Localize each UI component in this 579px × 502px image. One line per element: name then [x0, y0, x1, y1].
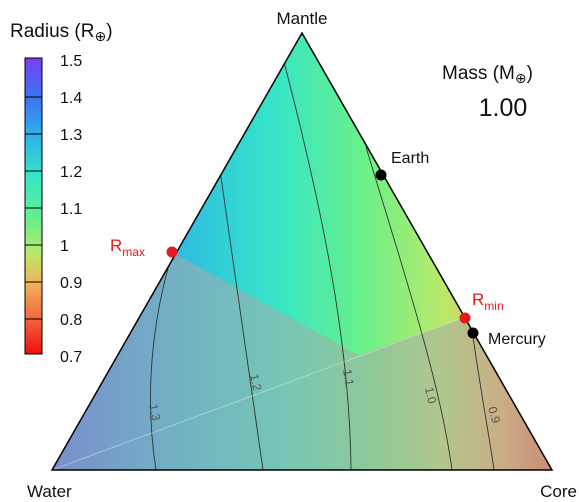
contour-label-1.2: 1.2	[247, 373, 264, 393]
colorbar-tick-label: 1.3	[60, 127, 82, 144]
point-rmax	[166, 246, 178, 258]
contour-label-1.3: 1.3	[146, 403, 163, 423]
colorbar-title: Radius (R⊕)	[10, 21, 113, 44]
shaded-region	[52, 252, 552, 470]
mass-value: 1.00	[479, 94, 528, 122]
vertex-label-water: Water	[27, 482, 72, 501]
contour-label-1.0: 1.0	[422, 386, 439, 406]
mass-label: Mass (M⊕)	[442, 63, 533, 86]
colorbar-ticks: 1.5 1.4 1.3 1.2 1.1 1 0.9 0.8 0.7	[25, 53, 82, 366]
vertex-label-mantle: Mantle	[276, 9, 327, 28]
contour-label-0.9: 0.9	[485, 405, 503, 425]
point-earth	[375, 169, 387, 181]
contour-line-1.2	[219, 169, 264, 470]
contour-lines	[150, 61, 495, 470]
colorbar-tick-label: 1.1	[60, 201, 82, 218]
colorbar-tick-label: 1	[60, 238, 69, 255]
contour-line-1.3	[150, 241, 177, 470]
point-label-earth: Earth	[391, 150, 429, 167]
point-label-rmin: Rmin	[472, 290, 504, 313]
colorbar-tick-label: 1.2	[60, 164, 82, 181]
colorbar-tick-label: 1.4	[60, 90, 82, 107]
shaded-region-edge	[52, 316, 466, 470]
colorbar-tick-label: 0.9	[60, 275, 82, 292]
contour-label-1.1: 1.1	[340, 368, 357, 387]
point-mercury	[467, 327, 479, 339]
vertex-label-core: Core	[540, 482, 577, 501]
point-label-rmax: Rmax	[110, 236, 145, 259]
contour-line-0.9	[471, 329, 495, 470]
colorbar-tick-label: 1.5	[60, 53, 82, 70]
contour-line-1.0	[365, 146, 453, 470]
contour-line-1.1	[283, 61, 352, 470]
point-label-mercury: Mercury	[488, 331, 546, 348]
point-rmin	[459, 312, 471, 324]
colorbar-tick-label: 0.8	[60, 312, 82, 329]
colorbar-tick-label: 0.7	[60, 349, 82, 366]
colorbar	[24, 57, 43, 355]
